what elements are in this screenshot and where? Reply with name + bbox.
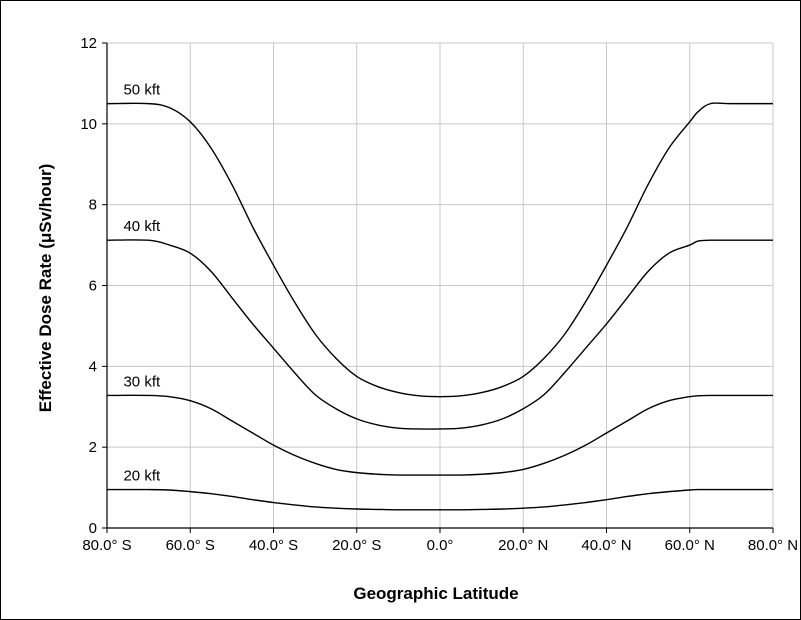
x-tick-label: 20.0° S [332,537,381,554]
x-tick-label: 20.0° N [498,537,548,554]
axes [102,42,774,533]
x-tick-label: 80.0° S [82,537,131,554]
y-tick-label: 10 [80,116,97,133]
y-axis-title: Effective Dose Rate (μSv/hour) [36,164,55,412]
y-tick-label: 4 [89,358,97,375]
tick-labels: 80.0° S 60.0° S 40.0° S 20.0° S 0.0° 20.0° N 4… [80,35,798,554]
x-tick-label: 60.0° S [166,537,215,554]
series-label-30-kft: 30 kft [123,373,161,390]
y-tick-label: 6 [89,278,97,295]
x-tick-label: 40.0° N [581,537,631,554]
y-tick-label: 2 [89,439,97,456]
series-line-20-kft [106,488,773,511]
x-tick-label: 80.0° N [748,537,798,554]
y-tick-label: 8 [89,197,97,214]
series-line-50-kft [106,102,773,398]
x-tick-label: 60.0° N [665,537,715,554]
x-tick-label: 0.0° [427,537,454,554]
grid [106,42,774,529]
series-line-40-kft [106,239,773,430]
series-label-40-kft: 40 kft [123,218,161,235]
series-lines [106,102,773,511]
y-tick-label: 12 [80,35,97,52]
series-labels: 50 kft 40 kft 30 kft 20 kft [123,82,161,485]
x-axis-title: Geographic Latitude [353,584,518,603]
series-label-50-kft: 50 kft [123,82,161,99]
x-tick-label: 40.0° S [249,537,298,554]
series-line-30-kft [106,394,773,476]
series-label-20-kft: 20 kft [123,468,161,485]
y-tick-label: 0 [89,520,97,537]
